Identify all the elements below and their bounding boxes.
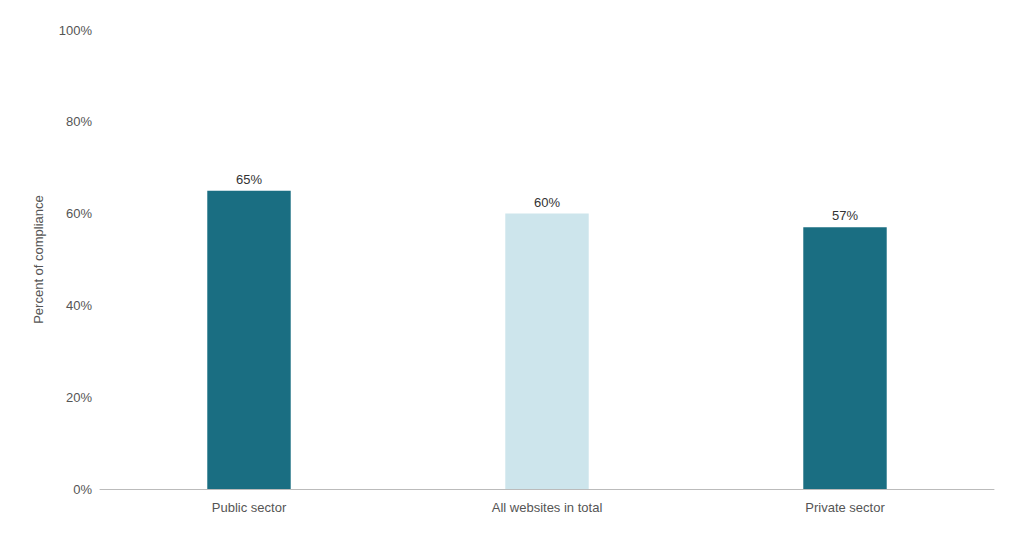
svg-text:57%: 57% [832, 208, 858, 223]
svg-text:Percent of compliance: Percent of compliance [31, 195, 46, 324]
svg-text:Private sector: Private sector [805, 500, 885, 515]
svg-text:80%: 80% [66, 114, 92, 129]
svg-text:40%: 40% [66, 298, 92, 313]
svg-text:60%: 60% [66, 206, 92, 221]
svg-text:20%: 20% [66, 390, 92, 405]
svg-text:0%: 0% [73, 482, 92, 497]
svg-text:100%: 100% [59, 23, 93, 38]
svg-text:Public sector: Public sector [212, 500, 287, 515]
svg-text:65%: 65% [236, 172, 262, 187]
svg-text:All websites in total: All websites in total [492, 500, 603, 515]
svg-text:60%: 60% [534, 195, 560, 210]
